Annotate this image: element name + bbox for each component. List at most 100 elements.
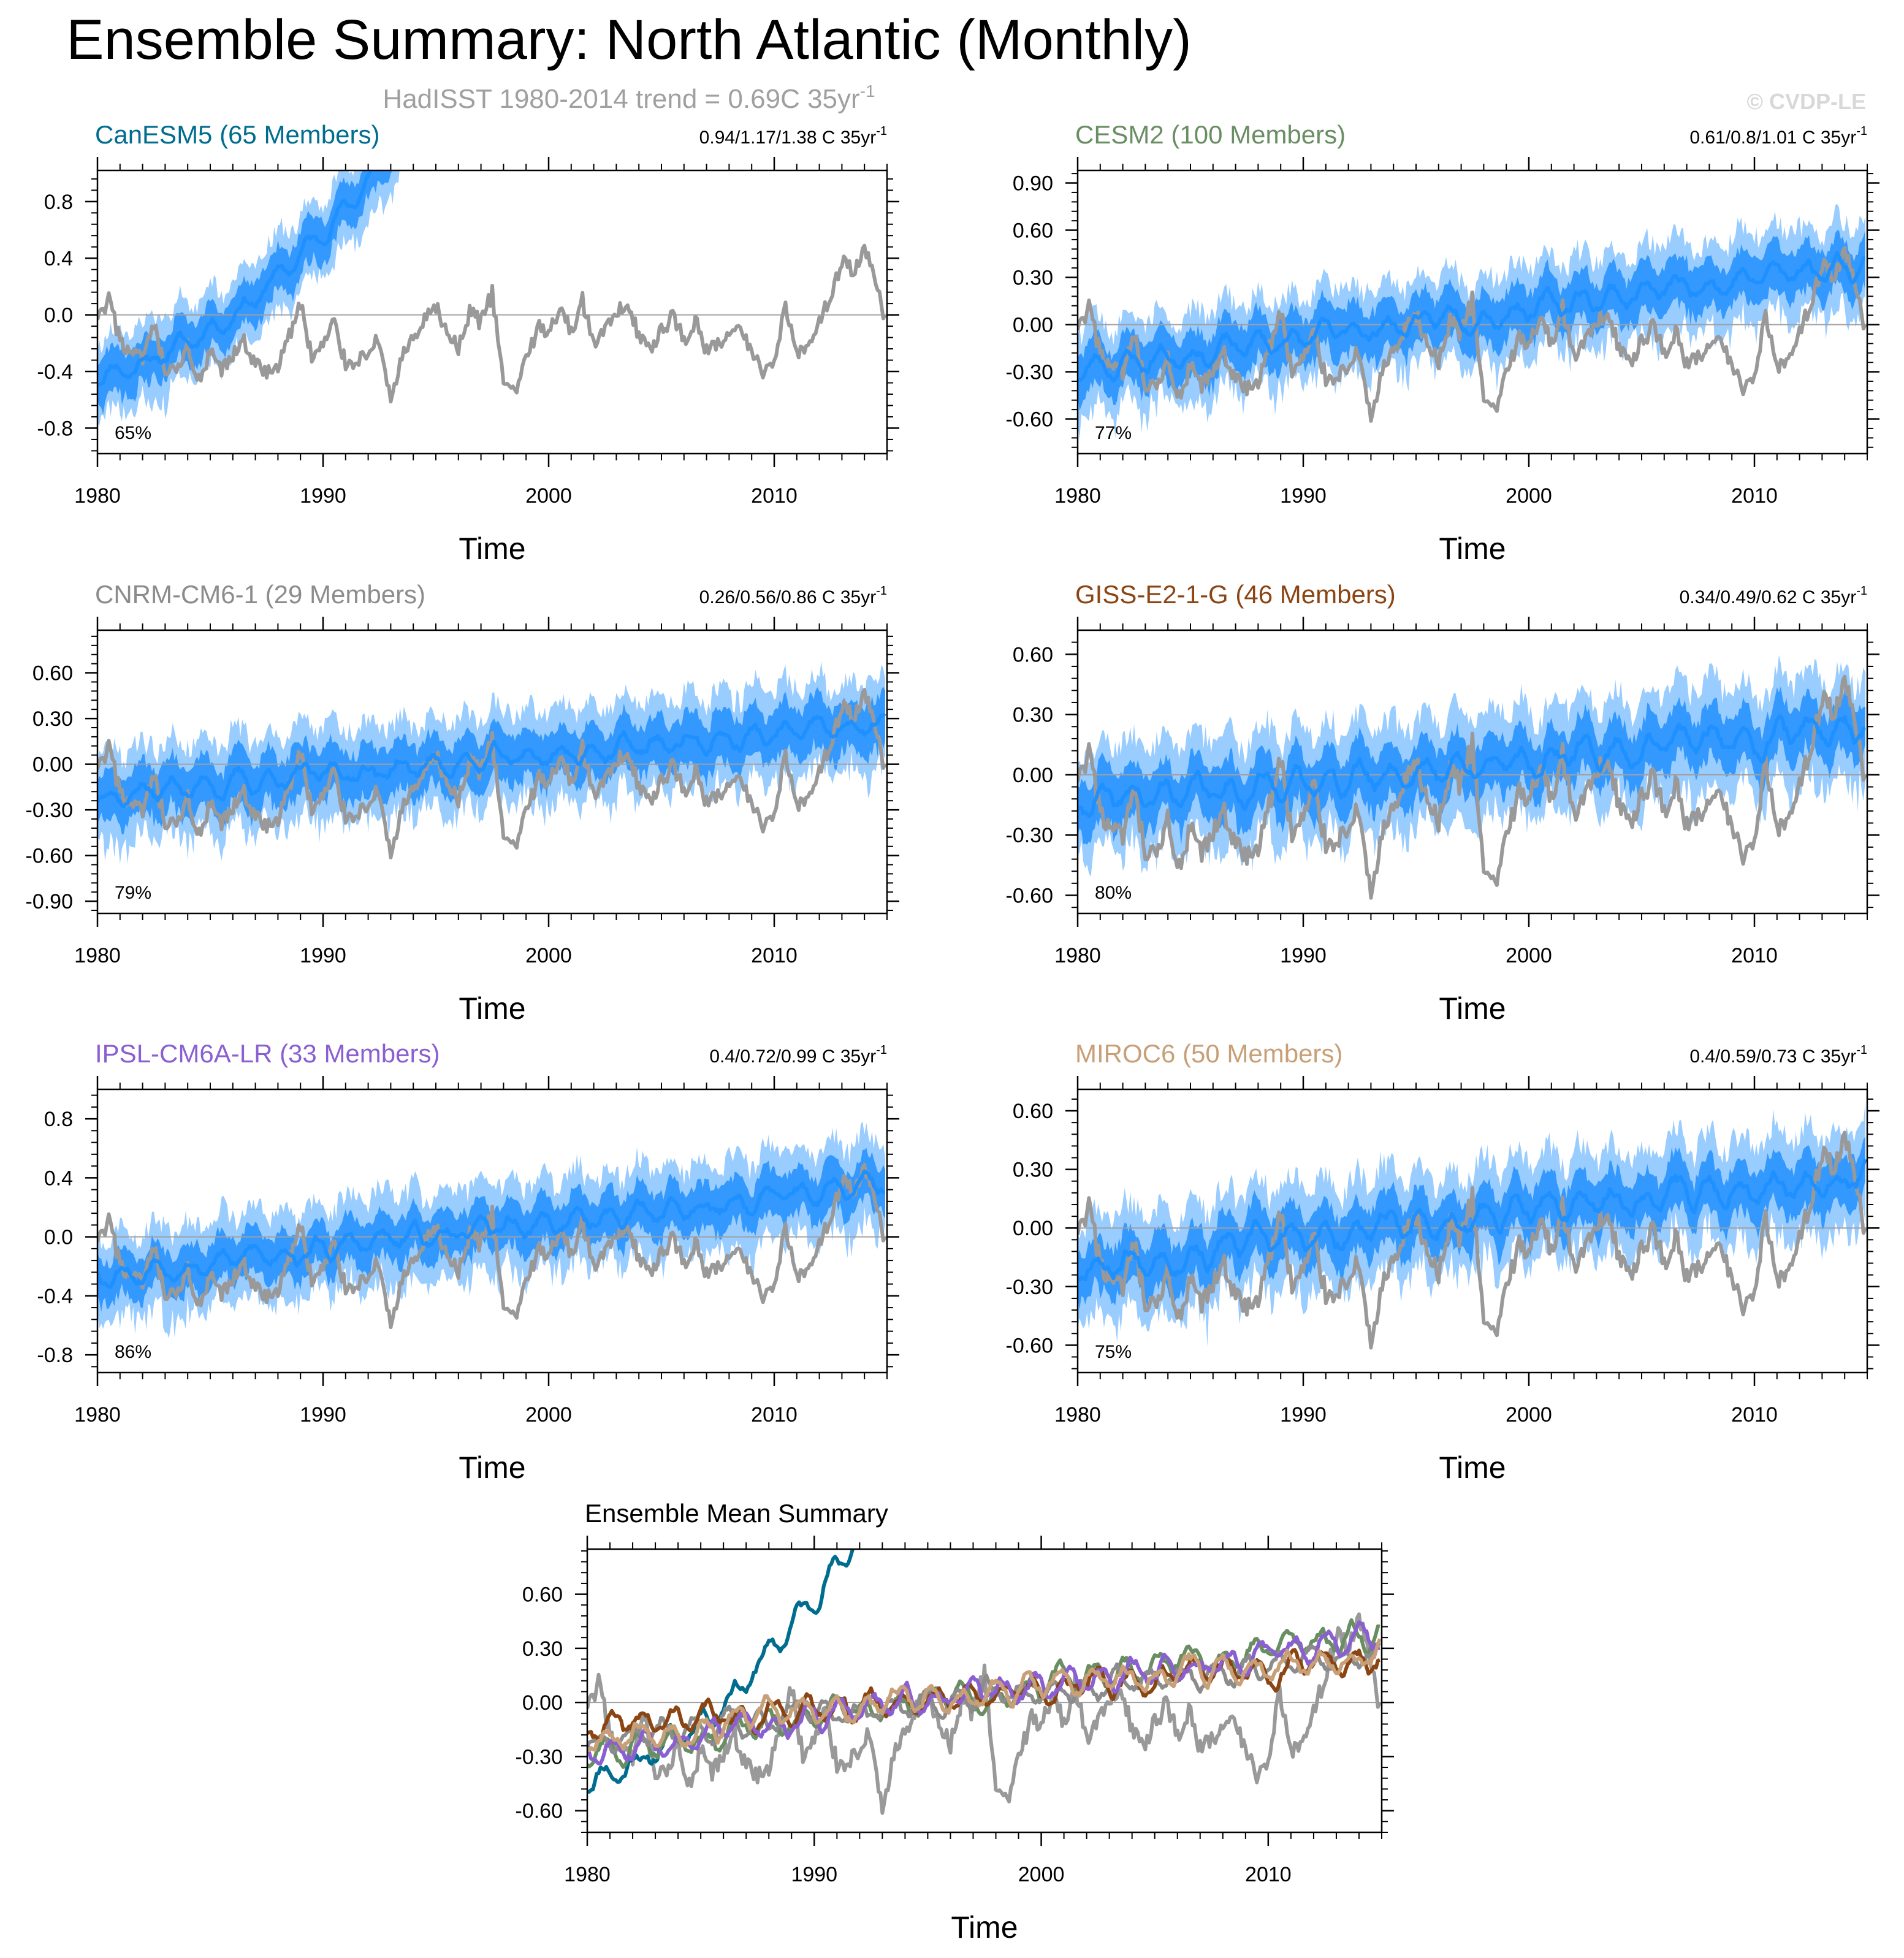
trend-label: 0.61/0.8/1.01 C 35yr-1 xyxy=(1689,124,1867,148)
trend-superscript: -1 xyxy=(1856,1043,1867,1057)
plot-area xyxy=(587,1549,1382,1815)
panel-title: CNRM-CM6-1 (29 Members) xyxy=(95,580,425,609)
y-tick-label: -0.90 xyxy=(26,890,74,913)
x-tick-label: 2000 xyxy=(1506,944,1552,967)
x-tick-label: 2000 xyxy=(1018,1863,1065,1886)
y-tick-label: 0.00 xyxy=(1013,1217,1053,1240)
plot-frame xyxy=(1076,629,1868,915)
panel-cnrm: -0.90 -0.60 -0.30 0.00 0.30 0.60 1980 1990 2000 2… xyxy=(26,580,899,1026)
x-axis-label: Time xyxy=(1439,1450,1506,1485)
figure-title: Ensemble Summary: North Atlantic (Monthl… xyxy=(66,9,1192,71)
trend-label: 0.4/0.72/0.99 C 35yr-1 xyxy=(709,1043,887,1067)
y-tick-label: 0.8 xyxy=(44,191,73,214)
watermark: © CVDP-LE xyxy=(1746,89,1866,114)
subtitle-text: HadISST 1980-2014 trend = 0.69C 35yr xyxy=(383,84,859,114)
plot-frame xyxy=(96,1088,888,1374)
ensemble-mean-line xyxy=(1078,251,1866,383)
panel-summary: -0.60 -0.30 0.00 0.30 0.60 1980 1990 2000 2010 Ti… xyxy=(516,1499,1394,1945)
x-tick-label: 1980 xyxy=(74,944,121,967)
panel-title: CESM2 (100 Members) xyxy=(1075,120,1346,149)
x-axis-label: Time xyxy=(1439,991,1506,1026)
trend-superscript: -1 xyxy=(1856,124,1867,138)
y-tick-label: -0.30 xyxy=(516,1745,563,1769)
x-axis-label: Time xyxy=(459,991,525,1026)
ensemble-inner-band xyxy=(1078,686,1865,845)
x-tick-label: 1980 xyxy=(564,1863,611,1886)
percent-label: 77% xyxy=(1095,423,1132,443)
y-tick-label: 0.00 xyxy=(1013,314,1053,337)
y-tick-label: -0.60 xyxy=(1006,1334,1054,1357)
percent-label: 79% xyxy=(115,883,151,903)
trend-label: 0.34/0.49/0.62 C 35yr-1 xyxy=(1680,584,1867,608)
x-tick-label: 2010 xyxy=(751,484,798,508)
ensemble-inner-band xyxy=(97,1148,885,1312)
x-axis-label: Time xyxy=(459,1450,525,1485)
x-tick-label: 2010 xyxy=(751,944,798,967)
y-tick-label: 0.30 xyxy=(1013,704,1053,727)
plot-area xyxy=(97,661,887,864)
plot-frame xyxy=(96,629,888,915)
x-tick-label: 2010 xyxy=(751,1403,798,1427)
y-tick-label: 0.00 xyxy=(32,753,73,777)
subtitle-superscript: -1 xyxy=(860,82,875,101)
percent-label: 75% xyxy=(1095,1342,1132,1362)
x-tick-label: 1980 xyxy=(1054,944,1101,967)
plot-area xyxy=(1078,204,1867,440)
trend-label: 0.26/0.56/0.86 C 35yr-1 xyxy=(699,584,887,608)
ensemble-mean-line xyxy=(97,1169,886,1289)
x-tick-label: 2010 xyxy=(1731,944,1778,967)
observations-line xyxy=(97,243,887,404)
y-tick-label: 0.4 xyxy=(44,247,73,270)
y-tick-label: 0.0 xyxy=(44,304,73,327)
trend-superscript: -1 xyxy=(876,584,887,598)
y-tick-label: 0.4 xyxy=(44,1167,73,1190)
y-tick-label: -0.30 xyxy=(1006,1276,1054,1299)
plot-frame xyxy=(96,169,888,455)
plot-frame xyxy=(1076,1088,1868,1374)
y-tick-label: -0.60 xyxy=(26,845,74,868)
plot-area xyxy=(97,170,887,426)
y-tick-label: 0.30 xyxy=(1013,1159,1053,1182)
x-tick-label: 2000 xyxy=(525,484,572,508)
series-line-miroc6 xyxy=(587,1638,1382,1753)
y-tick-label: -0.8 xyxy=(37,417,73,440)
trend-values: 0.4/0.72/0.99 C 35yr xyxy=(709,1046,876,1067)
trend-label: 0.94/1.17/1.38 C 35yr-1 xyxy=(699,124,887,148)
panel-title: IPSL-CM6A-LR (33 Members) xyxy=(95,1039,440,1068)
y-tick-label: 0.30 xyxy=(522,1637,563,1661)
y-tick-label: -0.30 xyxy=(26,799,74,822)
y-tick-label: 0.8 xyxy=(44,1108,73,1131)
y-tick-label: -0.60 xyxy=(516,1800,563,1823)
panel-title: GISS-E2-1-G (46 Members) xyxy=(1075,580,1396,609)
x-tick-label: 1990 xyxy=(1280,484,1327,508)
x-axis-label: Time xyxy=(951,1910,1018,1945)
trend-superscript: -1 xyxy=(1856,584,1867,598)
ensemble-inner-band xyxy=(97,687,885,835)
y-tick-label: 0.60 xyxy=(1013,1100,1053,1123)
observations-line xyxy=(1078,674,1867,900)
x-axis-label: Time xyxy=(1439,531,1506,566)
x-tick-label: 2010 xyxy=(1245,1863,1292,1886)
plot-area xyxy=(97,1121,887,1339)
x-tick-label: 1990 xyxy=(1280,944,1327,967)
y-tick-label: -0.60 xyxy=(1006,408,1054,432)
y-tick-label: 0.0 xyxy=(44,1226,73,1249)
trend-values: 0.61/0.8/1.01 C 35yr xyxy=(1689,128,1856,148)
x-tick-label: 2000 xyxy=(525,1403,572,1427)
observations-line xyxy=(97,1162,887,1330)
plot-area xyxy=(1078,1101,1867,1350)
trend-values: 0.26/0.56/0.86 C 35yr xyxy=(699,587,877,608)
percent-label: 86% xyxy=(115,1342,151,1362)
ensemble-mean-line xyxy=(1078,714,1867,818)
panel-title: Ensemble Mean Summary xyxy=(585,1499,888,1528)
y-tick-label: -0.30 xyxy=(1006,361,1054,384)
trend-superscript: -1 xyxy=(876,1043,887,1057)
figure-subtitle: HadISST 1980-2014 trend = 0.69C 35yr-1 xyxy=(383,82,875,114)
x-tick-label: 1990 xyxy=(300,944,346,967)
y-tick-label: 0.30 xyxy=(1013,267,1053,290)
y-tick-label: 0.60 xyxy=(522,1583,563,1607)
ensemble-mean-line xyxy=(97,170,373,387)
y-tick-label: 0.00 xyxy=(1013,764,1053,787)
panel-canesm5: -0.8 -0.4 0.0 0.4 0.8 1980 1990 2000 2010 Time Can… xyxy=(37,120,899,566)
x-tick-label: 1980 xyxy=(1054,484,1101,508)
